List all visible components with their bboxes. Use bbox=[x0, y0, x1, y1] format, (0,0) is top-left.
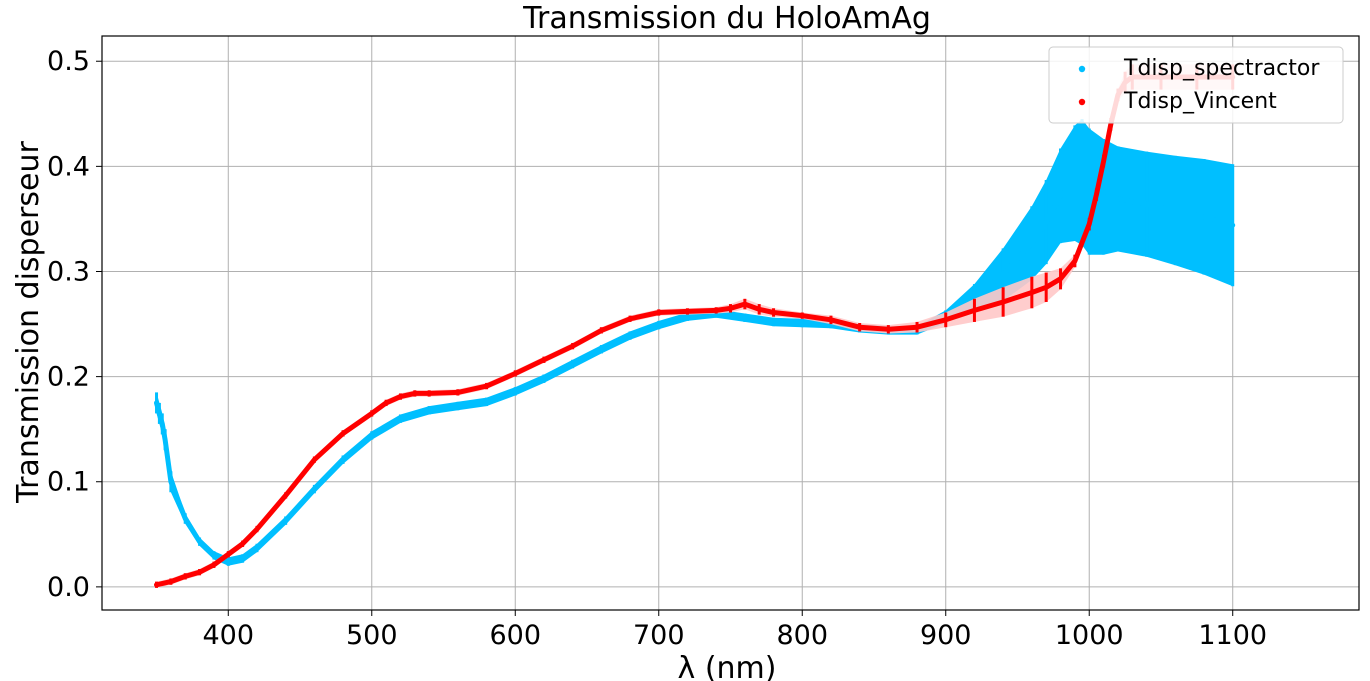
y-tick-label: 0.0 bbox=[47, 572, 90, 603]
legend-label-vincent: Tdisp_Vincent bbox=[1123, 89, 1277, 114]
plot-frame bbox=[101, 35, 1360, 611]
x-tick-label: 900 bbox=[920, 620, 972, 651]
grid bbox=[102, 36, 1359, 610]
series-0-group bbox=[154, 119, 1236, 566]
y-axis-ticks: 0.0 0.1 0.2 0.3 0.4 0.5 bbox=[47, 46, 102, 603]
y-tick-label: 0.5 bbox=[47, 46, 90, 77]
x-tick-label: 400 bbox=[203, 620, 255, 651]
legend-box bbox=[1048, 46, 1344, 124]
x-axis-label: λ (nm) bbox=[678, 651, 777, 681]
x-tick-label: 700 bbox=[633, 620, 685, 651]
y-tick-label: 0.4 bbox=[47, 151, 90, 182]
legend-marker-spectractor bbox=[1078, 65, 1086, 73]
x-tick-label: 1100 bbox=[1198, 620, 1267, 651]
series-1-line bbox=[154, 74, 1236, 588]
y-tick-label: 0.1 bbox=[47, 467, 90, 498]
chart-title: Transmission du HoloAmAg bbox=[522, 1, 931, 36]
x-tick-label: 1000 bbox=[1055, 620, 1124, 651]
y-axis-label: Transmission disperseur bbox=[11, 141, 46, 504]
y-tick-label: 0.2 bbox=[47, 362, 90, 393]
legend: Tdisp_spectractor Tdisp_Vincent bbox=[1048, 46, 1344, 124]
series-0-band bbox=[156, 119, 1233, 566]
legend-label-spectractor: Tdisp_spectractor bbox=[1123, 56, 1320, 81]
legend-marker-vincent bbox=[1078, 98, 1086, 106]
x-tick-label: 800 bbox=[776, 620, 828, 651]
x-axis-ticks: 400 500 600 700 800 900 1000 1100 bbox=[203, 610, 1267, 651]
series-0-line bbox=[154, 179, 1236, 565]
x-tick-label: 600 bbox=[489, 620, 541, 651]
y-tick-label: 0.3 bbox=[47, 256, 90, 287]
x-tick-label: 500 bbox=[346, 620, 398, 651]
